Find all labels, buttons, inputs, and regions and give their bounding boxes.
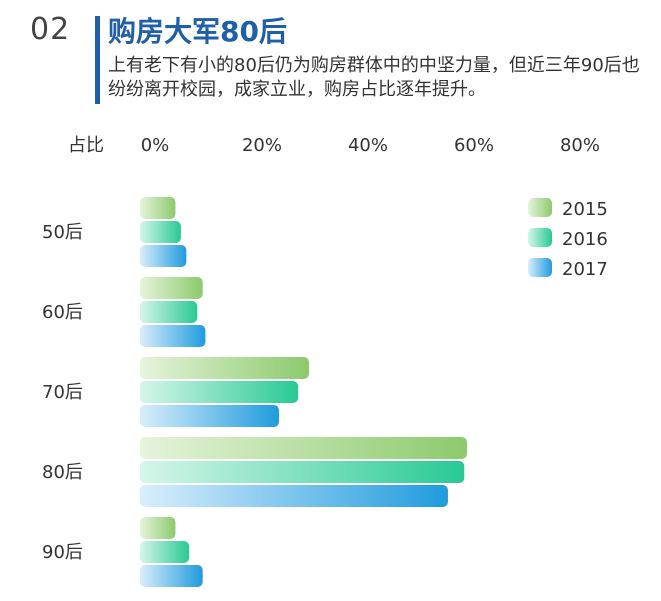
- bar-2015-60后: [140, 277, 203, 299]
- bar-2017-70后: [140, 405, 279, 427]
- axis-label: 占比: [68, 135, 104, 156]
- bar-2015-90后: [140, 517, 176, 539]
- category-label: 80后: [42, 462, 83, 483]
- category-label: 50后: [42, 222, 83, 243]
- bar-2016-80后: [140, 461, 465, 483]
- category-label: 90后: [42, 542, 83, 563]
- title-accent-bar: [95, 16, 100, 104]
- page-subtitle: 上有老下有小的80后仍为购房群体中的中坚力量，但近三年90后也纷纷离开校园，成家…: [108, 55, 640, 100]
- bar-2017-80后: [140, 485, 448, 507]
- legend-swatch-2015: [528, 198, 552, 217]
- legend-label-2015: 2015: [562, 199, 608, 220]
- legend-swatch-2017: [528, 258, 552, 277]
- category-label: 70后: [42, 382, 83, 403]
- legend-label-2016: 2016: [562, 229, 608, 250]
- bar-2016-90后: [140, 541, 190, 563]
- category-label: 60后: [42, 302, 83, 323]
- bar-2017-60后: [140, 325, 206, 347]
- x-tick-label: 40%: [348, 135, 388, 156]
- bar-2017-90后: [140, 565, 203, 587]
- bar-2015-70后: [140, 357, 309, 379]
- page-title: 购房大军80后: [108, 15, 287, 48]
- bar-2016-50后: [140, 221, 181, 243]
- x-tick-label: 60%: [454, 135, 494, 156]
- bar-2017-50后: [140, 245, 187, 267]
- bar-2016-70后: [140, 381, 299, 403]
- x-tick-label: 0%: [141, 135, 170, 156]
- section-number: 02: [30, 12, 71, 47]
- x-tick-label: 20%: [242, 135, 282, 156]
- legend-label-2017: 2017: [562, 259, 608, 280]
- bar-2015-80后: [140, 437, 467, 459]
- legend-swatch-2016: [528, 228, 552, 247]
- x-tick-label: 80%: [560, 135, 600, 156]
- bar-2016-60后: [140, 301, 198, 323]
- bar-2015-50后: [140, 197, 176, 219]
